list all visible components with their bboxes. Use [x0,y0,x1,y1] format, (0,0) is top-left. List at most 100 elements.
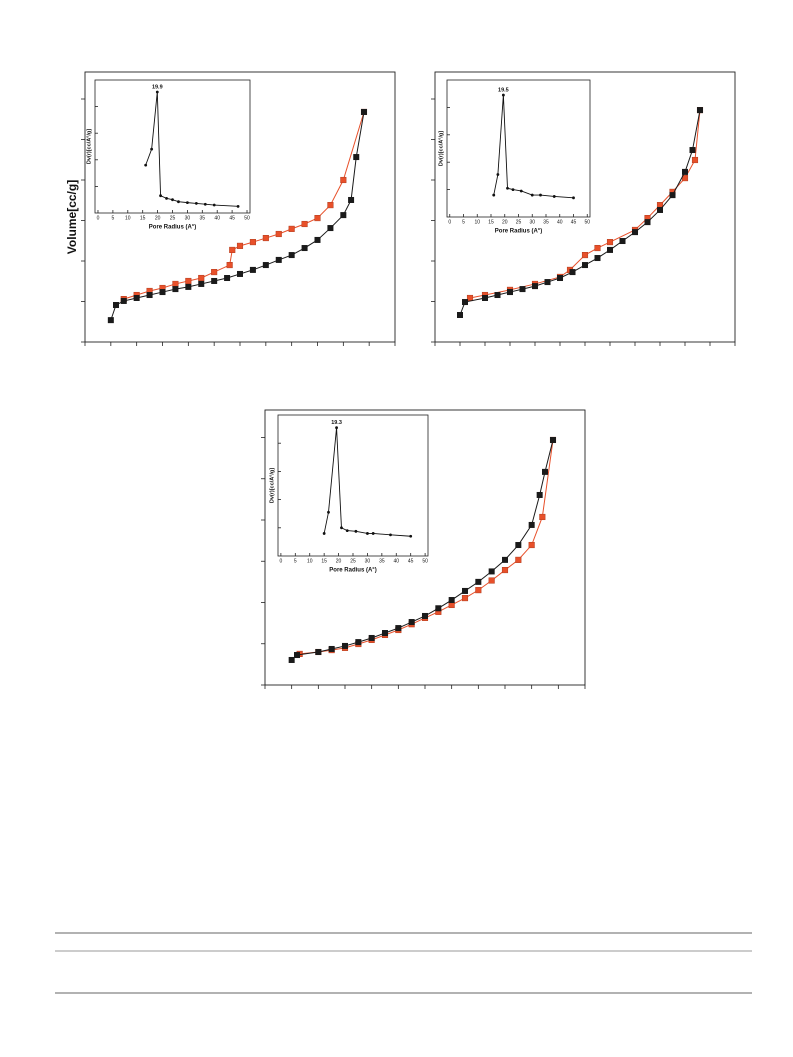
data-marker [395,625,402,632]
data-marker [475,587,482,594]
inset-marker [345,529,349,533]
data-marker [314,215,321,222]
inset-x-tick-label: 45 [408,558,414,564]
data-marker [301,245,308,252]
inset-x-tick-label: 35 [200,215,206,221]
peak-annotation: 19.9 [152,84,163,90]
data-marker [632,229,638,236]
inset-line [145,91,239,207]
inset-marker [506,186,509,190]
data-marker [519,286,526,293]
inset-x-tick-label: 40 [557,219,563,225]
data-marker [494,292,501,299]
data-marker [185,283,192,290]
data-marker [582,262,588,269]
inset-x-axis-label: Pore Radius (A°) [329,568,376,574]
data-marker [594,244,601,252]
data-marker [340,176,347,184]
inset-x-tick-label: 20 [502,219,508,225]
data-marker [507,289,513,296]
inset-x-tick-label: 30 [529,219,535,225]
data-marker [539,513,546,521]
data-marker [133,294,140,301]
data-marker [249,239,256,246]
data-marker [594,255,601,262]
data-marker [569,269,576,276]
inset-x-tick-label: 15 [488,219,494,225]
data-marker [301,220,308,228]
data-marker [557,275,563,282]
inset-x-tick-label: 50 [584,219,590,225]
data-marker [342,642,348,649]
data-marker [619,238,626,245]
series-line [291,439,554,661]
inset-x-tick-label: 0 [279,558,282,564]
data-marker [457,312,463,318]
data-marker [532,283,538,290]
inset-x-axis-label: Pore Radius (A°) [149,225,196,231]
data-marker [172,286,179,293]
data-marker [488,577,495,584]
inset-marker [409,534,413,538]
data-marker [368,634,375,641]
data-marker [355,639,362,646]
inset-x-tick-label: 45 [229,215,235,221]
data-marker [288,252,295,259]
inset-x-axis-label: Pore Radius (A°) [495,229,542,235]
inset-x-tick-label: 25 [350,558,356,564]
inset-marker [186,201,189,205]
inset-marker [552,195,556,198]
data-marker [262,262,269,269]
inset-x-tick-label: 30 [365,558,371,564]
data-marker [198,280,205,287]
data-marker [550,436,556,443]
inset-marker [335,426,338,430]
inset-marker [371,532,375,535]
data-marker [408,619,415,626]
inset-x-tick-label: 50 [422,558,428,564]
inset-x-tick-label: 35 [379,558,385,564]
data-marker [198,274,205,282]
data-marker [327,225,334,232]
y-axis-label: Volume[cc/g] [65,180,79,254]
data-marker [288,656,295,663]
inset-x-tick-label: 25 [516,219,522,225]
peak-annotation: 19.5 [498,88,509,94]
inset-x-tick-label: 30 [185,215,191,221]
inset-marker [327,510,330,514]
inset-marker [354,529,358,533]
inset-x-tick-label: 15 [321,558,327,564]
data-marker [226,262,233,269]
data-marker [515,542,522,549]
inset-marker [236,204,240,208]
data-marker [644,219,651,226]
data-marker [107,317,114,324]
data-marker [237,270,243,277]
data-marker [315,649,322,655]
inset-marker [144,163,148,167]
data-marker [229,246,236,253]
data-marker [275,230,282,238]
data-marker [327,202,334,209]
inset-marker [366,532,369,535]
data-marker [288,225,295,232]
data-marker [146,292,153,299]
inset-marker [496,173,500,176]
data-marker [462,587,468,594]
data-marker [475,578,482,585]
inset-marker [212,203,216,207]
inset-x-tick-label: 35 [543,219,549,225]
data-marker [657,206,663,213]
inset-x-tick-label: 40 [393,558,399,564]
data-marker [113,302,119,309]
inset-marker [492,193,496,197]
data-marker [461,595,469,602]
data-marker [502,556,508,563]
inset-x-tick-label: 0 [97,215,100,221]
data-marker [185,277,192,285]
inset-marker [340,526,343,530]
data-marker [466,294,474,302]
inset-line [323,427,411,537]
data-marker [275,256,282,263]
